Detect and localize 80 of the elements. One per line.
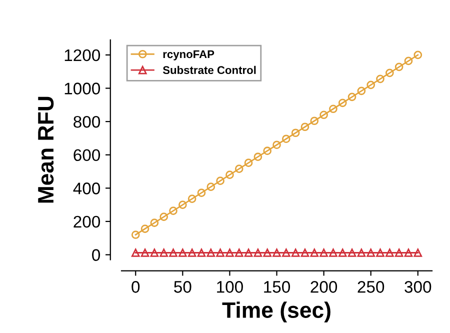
point <box>216 248 224 257</box>
point <box>140 224 150 233</box>
point <box>169 248 178 257</box>
point <box>357 86 366 96</box>
point <box>226 170 234 179</box>
point <box>300 122 310 132</box>
y-tick-label: 200 <box>74 216 100 228</box>
point <box>263 146 272 156</box>
point <box>300 248 310 257</box>
point <box>404 56 413 66</box>
y-tick-label: 1000 <box>64 82 100 94</box>
y-tick-label: 400 <box>73 182 100 194</box>
legend-label: rcynoFAP <box>163 50 214 60</box>
point <box>244 158 253 168</box>
point <box>169 206 178 215</box>
point <box>197 188 206 197</box>
point <box>131 230 140 239</box>
point <box>320 110 328 120</box>
point <box>216 176 224 185</box>
point <box>178 200 187 209</box>
x-tick-label: 250 <box>358 281 384 293</box>
y-tick-label: 0 <box>92 249 100 261</box>
point <box>376 248 384 257</box>
y-tick-label: 800 <box>74 116 100 128</box>
point <box>338 248 347 257</box>
legend-label: Substrate Control <box>162 66 256 74</box>
point <box>376 74 384 84</box>
point <box>188 194 196 203</box>
point <box>234 248 244 257</box>
point <box>131 248 140 257</box>
point <box>329 104 338 114</box>
point <box>385 248 394 257</box>
point <box>320 248 328 257</box>
x-tick-label: 150 <box>264 281 290 293</box>
y-axis-title: Mean RFU <box>38 96 54 203</box>
x-tick-label: 50 <box>174 281 192 293</box>
point <box>206 248 216 257</box>
point <box>394 62 404 72</box>
point <box>310 248 319 257</box>
point <box>197 248 206 257</box>
point <box>150 218 159 227</box>
x-axis-title: Time (sec) <box>222 302 330 322</box>
point <box>282 248 290 257</box>
y-tick-label: 1200 <box>64 49 100 62</box>
point <box>385 68 394 78</box>
point <box>366 248 376 257</box>
point <box>263 248 272 257</box>
point <box>272 248 281 257</box>
point <box>348 248 356 257</box>
point <box>206 182 216 191</box>
point <box>244 248 253 257</box>
point <box>178 248 187 257</box>
point <box>188 248 196 257</box>
x-tick-label: 100 <box>217 281 243 293</box>
point <box>414 248 422 257</box>
point <box>160 248 168 257</box>
point <box>394 248 404 257</box>
point <box>272 140 281 150</box>
point <box>140 248 150 257</box>
x-tick-label: 200 <box>310 281 338 293</box>
point <box>404 248 413 257</box>
x-tick-label: 0 <box>132 281 140 293</box>
point <box>254 152 262 162</box>
point <box>291 128 300 138</box>
point <box>338 98 347 108</box>
point <box>234 164 244 173</box>
point <box>160 212 168 221</box>
point <box>414 50 422 60</box>
point <box>366 80 376 90</box>
point <box>357 248 366 257</box>
point <box>226 248 234 257</box>
point <box>348 92 356 102</box>
point <box>329 248 338 257</box>
y-tick-label: 600 <box>74 149 100 162</box>
point <box>282 134 290 144</box>
point <box>254 248 262 257</box>
x-tick-label: 300 <box>404 281 432 293</box>
point <box>291 248 300 257</box>
point <box>310 116 319 126</box>
point <box>150 248 159 257</box>
